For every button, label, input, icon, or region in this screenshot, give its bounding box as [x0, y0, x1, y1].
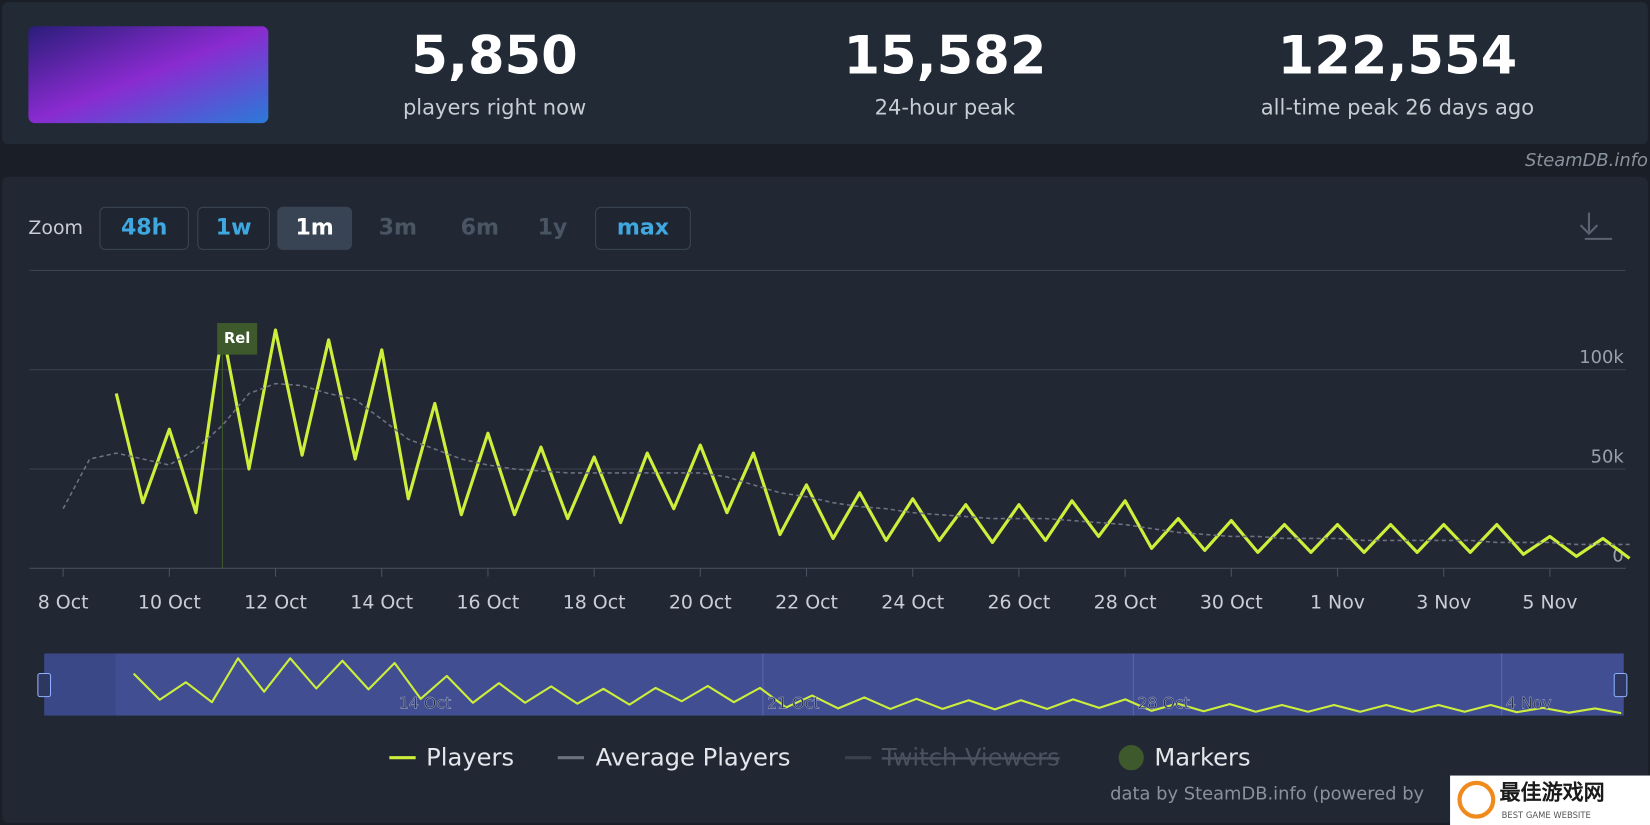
navigator-label: 21 Oct — [767, 693, 819, 712]
zoom-button[interactable] — [277, 206, 352, 250]
zoom-button[interactable] — [595, 206, 691, 250]
navigator-label: 14 Oct — [399, 693, 451, 712]
x-tick-label: 5 Nov — [1522, 591, 1577, 613]
stat-value: 122,554 — [1278, 26, 1518, 87]
navigator-label: 4 Nov — [1506, 693, 1552, 712]
watermark-title: 最佳游戏网 — [1500, 779, 1605, 804]
y-tick-label: 100k — [1579, 347, 1624, 368]
navigator-handle[interactable] — [37, 672, 52, 698]
marker — [217, 323, 258, 355]
x-tick-label: 8 Oct — [38, 591, 89, 613]
y-tick-label: 0 — [1612, 546, 1623, 567]
x-tick-label: 30 Oct — [1200, 591, 1263, 613]
header-panel — [2, 2, 1648, 145]
x-tick-label: 1 Nov — [1310, 591, 1365, 613]
zoom-button[interactable] — [99, 206, 189, 250]
stat-label: 24-hour peak — [875, 94, 1016, 119]
zoom-button-label[interactable]: 1w — [216, 214, 252, 240]
x-tick-label: 3 Nov — [1416, 591, 1471, 613]
download-icon[interactable] — [1579, 212, 1613, 240]
series-line — [62, 382, 1630, 546]
navigator-label: 28 Oct — [1138, 693, 1190, 712]
x-tick-label: 12 Oct — [244, 591, 307, 613]
x-tick-label: 18 Oct — [563, 591, 626, 613]
footer-credit: data by SteamDB.info (powered by — [1110, 783, 1424, 804]
x-tick-label: 16 Oct — [456, 591, 519, 613]
watermark-subtitle: BEST GAME WEBSITE — [1502, 810, 1591, 820]
stat-value: 15,582 — [843, 26, 1046, 87]
stat-value: 5,850 — [411, 26, 577, 87]
navigator-selection — [115, 653, 1624, 716]
legend-label[interactable]: Average Players — [596, 744, 791, 772]
legend-label[interactable]: Players — [426, 744, 514, 772]
zoom-button-label[interactable]: 1m — [295, 214, 333, 240]
legend-label[interactable]: Markers — [1154, 744, 1250, 772]
marker-label: Rel — [224, 330, 250, 347]
x-tick-label: 26 Oct — [987, 591, 1050, 613]
legend-swatch[interactable] — [1118, 745, 1144, 771]
zoom-label: Zoom — [28, 217, 83, 239]
x-tick-label: 10 Oct — [138, 591, 201, 613]
x-tick-label: 28 Oct — [1094, 591, 1157, 613]
zoom-button-label[interactable]: 6m — [461, 214, 499, 240]
x-tick-label: 14 Oct — [350, 591, 413, 613]
x-tick-label: 20 Oct — [669, 591, 732, 613]
x-tick-label: 22 Oct — [775, 591, 838, 613]
stat-label: players right now — [403, 94, 586, 119]
zoom-button-label[interactable]: 3m — [379, 214, 417, 240]
series-line — [114, 328, 1631, 560]
zoom-button[interactable] — [197, 206, 270, 250]
legend-label[interactable]: Twitch Viewers — [881, 744, 1060, 772]
chart-panel — [2, 176, 1648, 823]
zoom-button-label[interactable]: 48h — [121, 214, 167, 240]
stat-label: all-time peak 26 days ago — [1261, 94, 1534, 119]
game-image — [28, 26, 269, 124]
zoom-button-label[interactable]: max — [617, 214, 669, 240]
x-tick-label: 24 Oct — [881, 591, 944, 613]
watermark-logo — [1457, 780, 1496, 819]
navigator-handle[interactable] — [1613, 672, 1628, 698]
y-tick-label: 50k — [1591, 446, 1625, 467]
zoom-button-label[interactable]: 1y — [538, 214, 568, 240]
credit: SteamDB.info — [1525, 150, 1648, 171]
navigator-line — [132, 657, 1622, 715]
